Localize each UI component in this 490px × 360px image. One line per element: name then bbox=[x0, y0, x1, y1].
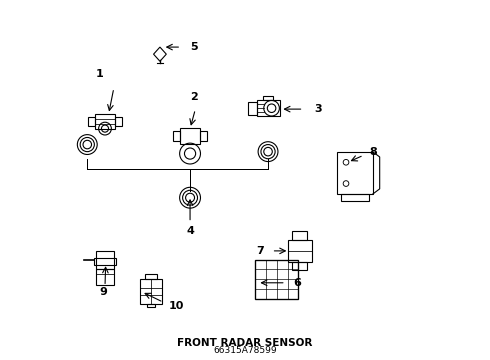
Text: FRONT RADAR SENSOR: FRONT RADAR SENSOR bbox=[177, 338, 313, 348]
Bar bbox=[147, 304, 155, 306]
Bar bbox=[96, 251, 114, 269]
Bar bbox=[115, 117, 122, 126]
Bar bbox=[264, 96, 272, 100]
Text: 9: 9 bbox=[99, 287, 107, 297]
Bar bbox=[141, 279, 162, 304]
Bar bbox=[337, 152, 372, 194]
Text: 10: 10 bbox=[169, 301, 184, 311]
Text: 6: 6 bbox=[293, 278, 301, 288]
Text: 8: 8 bbox=[369, 147, 377, 157]
Text: 4: 4 bbox=[186, 226, 194, 237]
Bar bbox=[341, 194, 369, 201]
Bar bbox=[145, 274, 157, 279]
Bar bbox=[173, 131, 180, 141]
Bar bbox=[293, 261, 307, 270]
Text: 2: 2 bbox=[190, 92, 197, 102]
Bar bbox=[95, 114, 115, 129]
Text: 66315A78599: 66315A78599 bbox=[213, 346, 277, 355]
Bar bbox=[293, 231, 307, 240]
Text: 5: 5 bbox=[190, 42, 197, 52]
Bar bbox=[257, 100, 280, 116]
Bar bbox=[255, 260, 298, 299]
Bar bbox=[247, 102, 257, 114]
Bar bbox=[96, 269, 114, 284]
Text: 7: 7 bbox=[257, 246, 265, 256]
Text: 3: 3 bbox=[314, 104, 322, 114]
Bar bbox=[288, 240, 312, 261]
Bar bbox=[95, 258, 116, 265]
Bar bbox=[200, 131, 207, 141]
Bar bbox=[180, 127, 200, 144]
Bar bbox=[88, 117, 95, 126]
Text: 1: 1 bbox=[96, 69, 103, 79]
